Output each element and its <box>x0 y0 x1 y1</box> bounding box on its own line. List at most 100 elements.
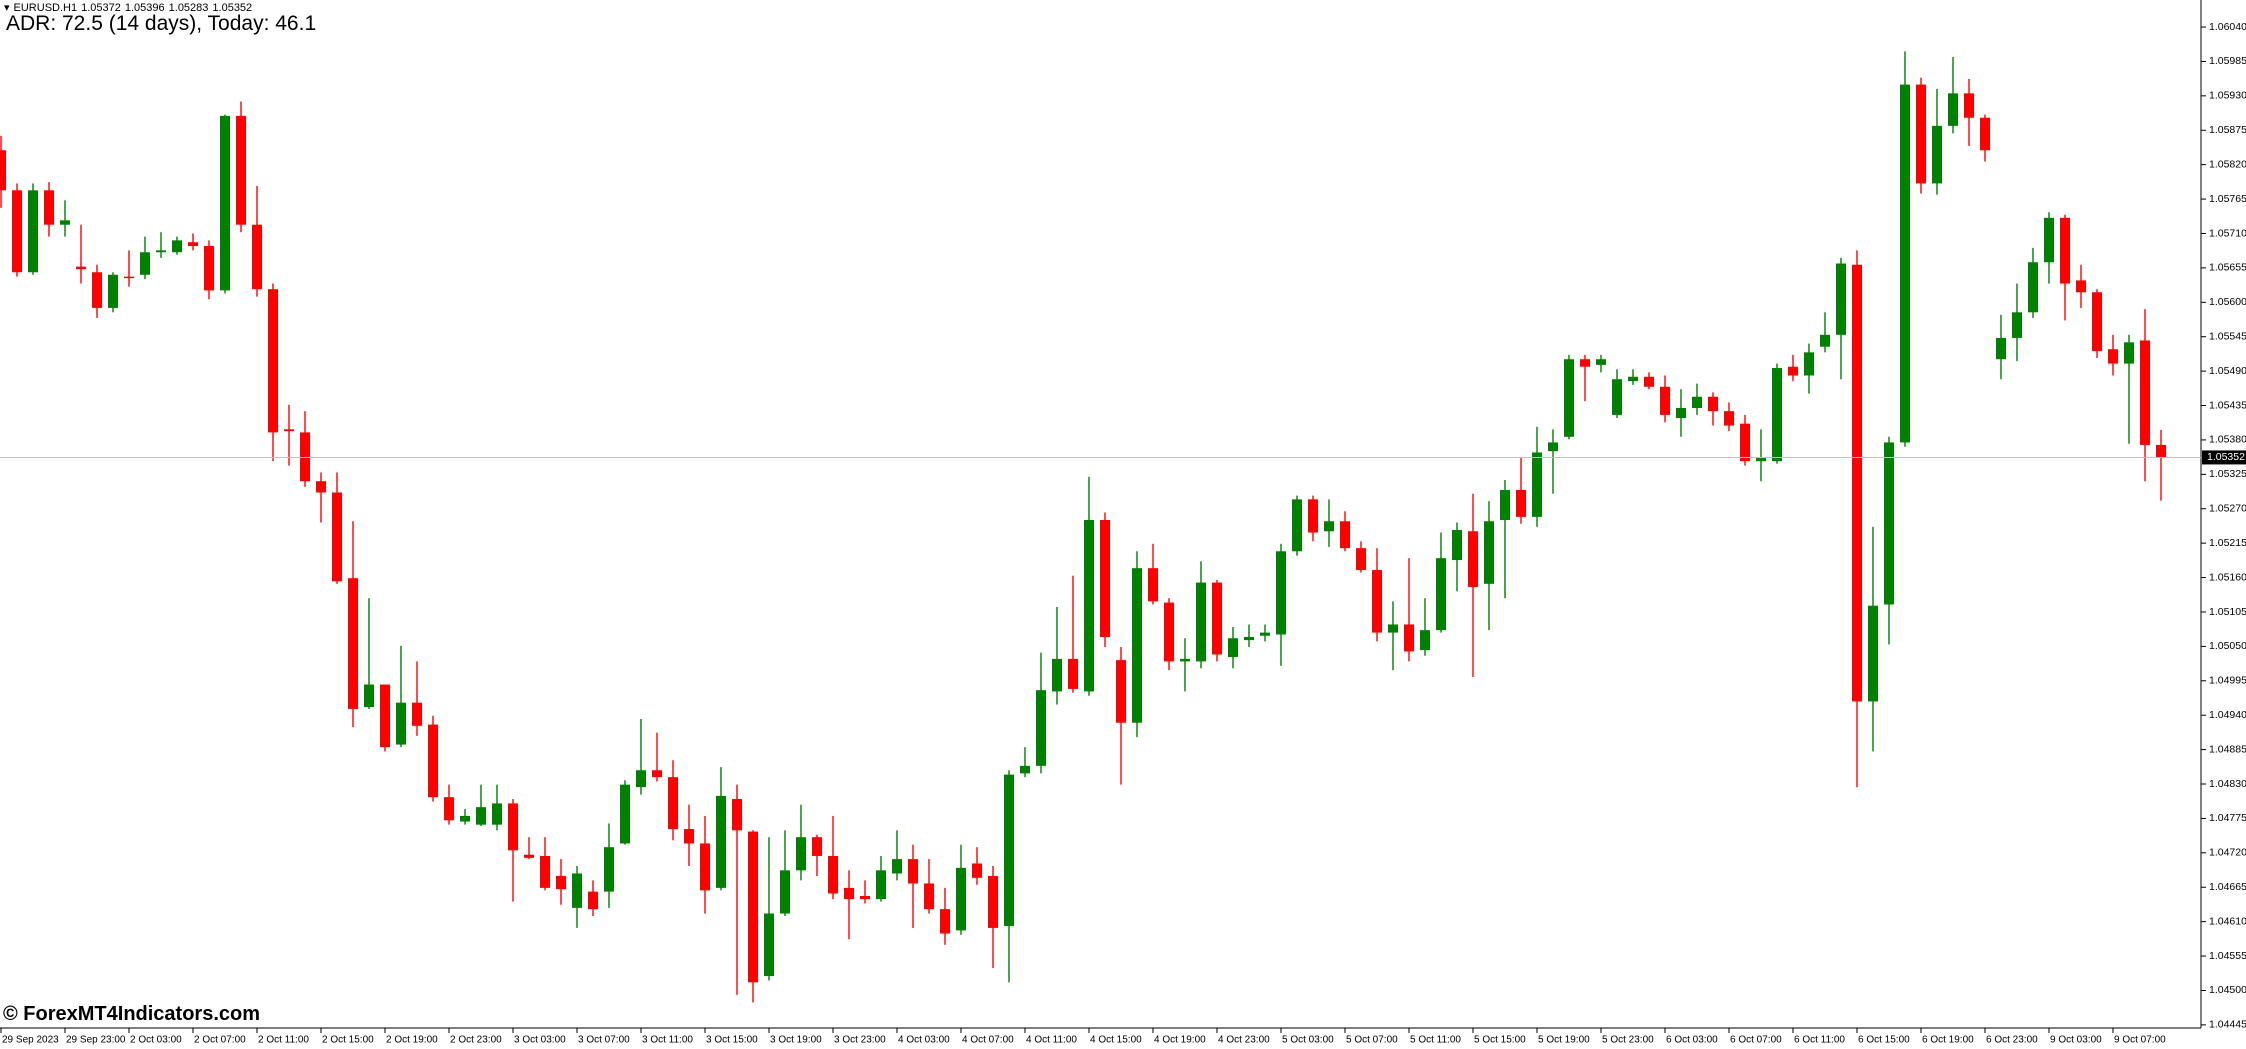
candle-body <box>972 863 982 878</box>
candle-body <box>268 289 278 433</box>
candle-body <box>764 913 774 977</box>
candle-body <box>700 843 710 891</box>
candle-body <box>844 887 854 900</box>
candle-body <box>1564 359 1574 437</box>
y-tick-label: 1.05325 <box>2209 468 2246 480</box>
candle-body <box>892 859 902 874</box>
y-tick-label: 1.05820 <box>2209 158 2246 170</box>
candle-body <box>2044 217 2054 263</box>
y-tick-label: 1.05215 <box>2209 537 2246 549</box>
header-high: 1.05396 <box>124 2 165 14</box>
candle-body <box>1340 521 1350 549</box>
candle-body <box>684 829 694 844</box>
y-tick-label: 1.05435 <box>2209 399 2246 411</box>
candle-body <box>0 150 6 191</box>
candle-body <box>172 240 182 253</box>
candle-body <box>1164 602 1174 662</box>
x-tick-label: 4 Oct 19:00 <box>1154 1035 1206 1046</box>
candle-body <box>1532 452 1542 517</box>
candle-body <box>1388 624 1398 633</box>
candle-body <box>860 895 870 900</box>
candle-body <box>1052 658 1062 692</box>
candle-body <box>1436 558 1446 631</box>
candle-body <box>1836 263 1846 335</box>
candle-body <box>2124 342 2134 364</box>
y-tick-label: 1.04830 <box>2209 778 2246 790</box>
x-tick-label: 2 Oct 19:00 <box>386 1035 438 1046</box>
indicator-label: ADR: 72.5 (14 days), Today: 46.1 <box>6 12 317 35</box>
x-tick-label: 29 Sep 2023 <box>2 1035 59 1046</box>
candle-body <box>236 115 246 225</box>
candle-body <box>540 855 550 888</box>
candle-body <box>1692 396 1702 409</box>
candle-body <box>652 770 662 778</box>
candle-body <box>444 797 454 821</box>
y-tick-label: 1.05545 <box>2209 330 2246 342</box>
candle-body <box>1020 765 1030 774</box>
y-tick-label: 1.04775 <box>2209 812 2246 824</box>
candle-body <box>1004 774 1014 927</box>
x-tick-label: 3 Oct 07:00 <box>578 1035 630 1046</box>
candle-body <box>1276 551 1286 635</box>
x-tick-label: 6 Oct 07:00 <box>1730 1035 1782 1046</box>
candle-body <box>348 578 358 709</box>
y-tick-label: 1.06040 <box>2209 21 2246 33</box>
candle-body <box>940 909 950 934</box>
header-open: 1.05372 <box>81 2 121 14</box>
candle-body <box>588 891 598 910</box>
x-tick-label: 2 Oct 03:00 <box>130 1035 182 1046</box>
candle-body <box>1820 334 1830 347</box>
candle-body <box>1404 624 1414 652</box>
candle-body <box>2140 340 2150 445</box>
candle-body <box>492 803 502 825</box>
candle-body <box>124 276 134 279</box>
candle-body <box>1468 531 1478 587</box>
y-tick-label: 1.05875 <box>2209 124 2246 136</box>
candle-body <box>1756 458 1766 462</box>
candle-body <box>1452 530 1462 561</box>
candle-body <box>1228 638 1238 658</box>
x-tick-label: 2 Oct 15:00 <box>322 1035 374 1046</box>
candle-body <box>2012 312 2022 338</box>
y-tick-label: 1.04665 <box>2209 881 2246 893</box>
x-tick-label: 9 Oct 07:00 <box>2114 1035 2166 1046</box>
candle-body <box>1996 337 2006 360</box>
candle-body <box>636 770 646 788</box>
x-tick-label: 5 Oct 15:00 <box>1474 1035 1526 1046</box>
candle-body <box>812 837 822 856</box>
candle-body <box>556 875 566 890</box>
y-tick-label: 1.05160 <box>2209 571 2246 583</box>
candle-body <box>1596 359 1606 365</box>
y-tick-label: 1.04610 <box>2209 915 2246 927</box>
x-tick-label: 3 Oct 23:00 <box>834 1035 886 1046</box>
header-close: 1.05352 <box>212 2 253 14</box>
candle-body <box>156 250 166 253</box>
candle-body <box>572 873 582 908</box>
candle-body <box>1180 658 1190 662</box>
y-tick-label: 1.05765 <box>2209 193 2246 205</box>
candle-body <box>620 784 630 844</box>
x-tick-label: 6 Oct 23:00 <box>1986 1035 2038 1046</box>
x-tick-label: 6 Oct 19:00 <box>1922 1035 1974 1046</box>
y-tick-label: 1.05930 <box>2209 90 2246 102</box>
candle-body <box>748 831 758 983</box>
x-tick-label: 5 Oct 03:00 <box>1282 1035 1334 1046</box>
candle-body <box>1500 489 1510 521</box>
candle-body <box>1852 264 1862 702</box>
candle-body <box>876 870 886 900</box>
candle-body <box>1324 521 1334 532</box>
x-tick-label: 5 Oct 07:00 <box>1346 1035 1398 1046</box>
candle-body <box>956 867 966 931</box>
candle-body <box>1516 489 1526 517</box>
candle-body <box>1868 605 1878 702</box>
candle-body <box>28 190 38 273</box>
candle-body <box>76 266 86 270</box>
candle-body <box>1676 408 1686 419</box>
candle-body <box>1132 568 1142 723</box>
menu-triangle[interactable]: ▾ <box>4 2 10 14</box>
x-tick-label: 5 Oct 19:00 <box>1538 1035 1590 1046</box>
candle-body <box>828 855 838 894</box>
y-tick-label: 1.04500 <box>2209 984 2246 996</box>
candle-body <box>1980 117 1990 151</box>
